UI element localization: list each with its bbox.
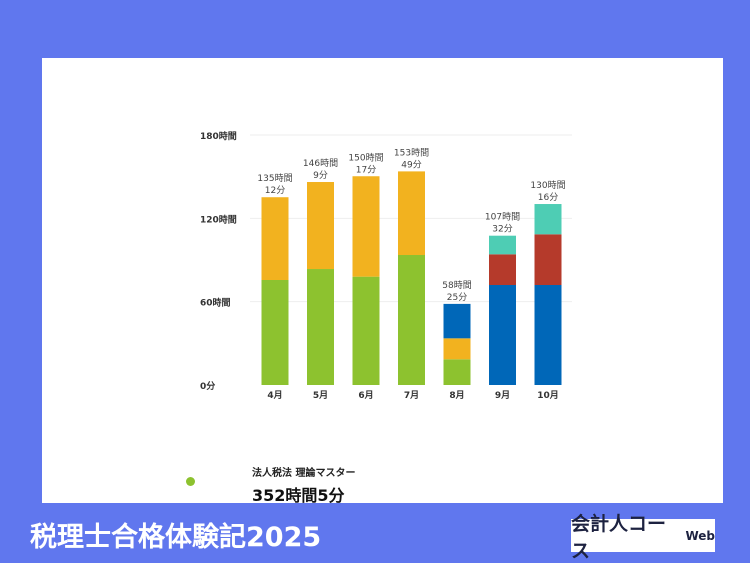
data-label: 130時間 [530,180,565,191]
y-tick-label: 120時間 [200,213,237,225]
data-label: 49分 [401,159,421,170]
data-label: 9分 [313,170,328,181]
legend-label: 法人税法 理論マスター [252,468,356,479]
bar-segment-0 [443,359,471,385]
bar-segment-1 [307,182,334,270]
bar-segment-1 [443,338,471,360]
x-tick-label: 6月 [358,390,373,401]
logo: 会計人コース Web [571,513,715,562]
bar-segment-1 [261,197,289,280]
data-label: 153時間 [394,147,429,158]
x-tick-label: 5月 [313,390,328,401]
x-tick-label: 9月 [495,390,510,401]
legend-marker [186,477,195,486]
y-tick-label: 0分 [200,380,215,392]
bar-segment-0 [352,276,380,385]
page-title: 税理士合格体験記2025 [30,522,322,553]
bar-segment-0 [261,280,289,385]
logo-sub: Web [685,528,715,543]
data-label: 17分 [356,164,376,175]
bar-segment-0 [398,255,425,385]
x-tick-label: 10月 [537,390,559,401]
x-tick-label: 4月 [267,390,282,401]
data-label: 16分 [538,192,558,203]
x-tick-label: 8月 [449,390,464,401]
data-label: 58時間 [442,280,471,291]
bar-segment-2 [443,303,471,339]
bar-segment-2 [534,285,562,385]
bar-segment-3 [534,234,562,285]
data-label: 107時間 [485,212,520,223]
bar-segment-1 [398,171,425,255]
data-label: 12分 [265,185,285,196]
logo-main: 会計人コース [571,512,667,562]
x-tick-label: 7月 [404,390,419,401]
bar-segment-4 [534,204,562,235]
data-label: 146時間 [303,158,338,169]
bar-segment-0 [307,269,334,385]
data-label: 135時間 [257,173,292,184]
bar-segment-2 [489,285,516,385]
data-label: 150時間 [348,152,383,163]
data-label: 25分 [447,292,467,303]
data-label: 32分 [492,224,512,235]
legend-value: 352時間5分 [252,486,345,505]
bar-segment-3 [489,254,516,285]
y-tick-label: 60時間 [200,297,231,309]
y-tick-label: 180時間 [200,130,237,142]
bar-segment-1 [352,176,380,277]
bar-segment-4 [489,235,516,255]
chart-card [42,58,723,503]
